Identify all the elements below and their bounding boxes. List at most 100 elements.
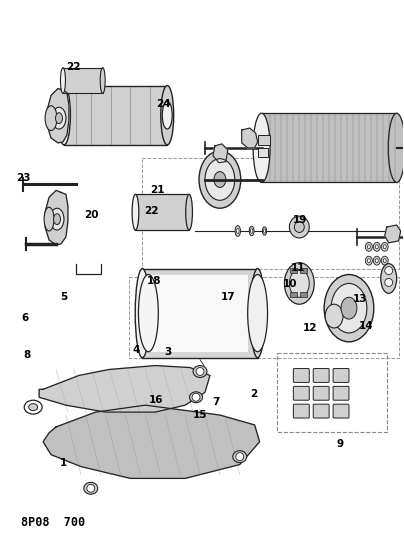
Text: 23: 23 [16, 173, 31, 183]
Bar [278, 353, 387, 432]
Ellipse shape [57, 85, 70, 145]
Ellipse shape [365, 243, 372, 251]
Bar [258, 135, 269, 145]
Bar [300, 269, 307, 273]
Ellipse shape [289, 270, 309, 297]
Bar [290, 293, 297, 297]
Ellipse shape [61, 68, 65, 93]
FancyBboxPatch shape [293, 404, 309, 418]
Ellipse shape [29, 403, 38, 410]
Text: 10: 10 [283, 279, 297, 288]
Ellipse shape [373, 243, 380, 251]
Ellipse shape [375, 245, 378, 249]
Text: 24: 24 [157, 99, 171, 109]
Text: 17: 17 [221, 292, 236, 302]
Ellipse shape [235, 225, 240, 236]
Text: 16: 16 [149, 394, 163, 405]
Text: 3: 3 [164, 347, 172, 357]
Text: 19: 19 [293, 215, 307, 225]
Ellipse shape [53, 214, 61, 224]
Ellipse shape [367, 259, 370, 263]
Ellipse shape [139, 274, 158, 352]
FancyBboxPatch shape [293, 386, 309, 400]
FancyBboxPatch shape [143, 269, 258, 358]
FancyBboxPatch shape [313, 386, 329, 400]
Ellipse shape [341, 297, 357, 319]
Ellipse shape [84, 482, 98, 494]
Ellipse shape [205, 159, 235, 200]
Text: 12: 12 [303, 324, 318, 334]
Text: 21: 21 [151, 185, 165, 195]
Text: 18: 18 [147, 276, 161, 286]
Ellipse shape [193, 366, 207, 377]
Polygon shape [43, 405, 260, 479]
Circle shape [192, 393, 200, 401]
Text: 22: 22 [66, 62, 81, 72]
Ellipse shape [289, 216, 309, 238]
Text: 2: 2 [250, 390, 258, 399]
Ellipse shape [236, 228, 239, 233]
Text: 20: 20 [84, 210, 99, 220]
Text: 1: 1 [60, 458, 67, 468]
Ellipse shape [100, 68, 105, 93]
Text: 6: 6 [22, 313, 29, 323]
Ellipse shape [186, 195, 192, 230]
Ellipse shape [263, 227, 267, 235]
Text: 8P08  700: 8P08 700 [21, 516, 86, 529]
Ellipse shape [214, 172, 226, 188]
Circle shape [385, 278, 393, 286]
Ellipse shape [365, 256, 372, 265]
Text: 11: 11 [291, 263, 305, 273]
Ellipse shape [24, 400, 42, 414]
Text: 22: 22 [145, 206, 159, 216]
FancyBboxPatch shape [333, 404, 349, 418]
Ellipse shape [373, 256, 380, 265]
Ellipse shape [55, 112, 63, 124]
FancyBboxPatch shape [261, 113, 397, 182]
FancyBboxPatch shape [313, 404, 329, 418]
Ellipse shape [381, 264, 397, 293]
Text: 15: 15 [193, 410, 207, 421]
Ellipse shape [45, 106, 57, 131]
FancyBboxPatch shape [333, 386, 349, 400]
Circle shape [385, 266, 393, 274]
Ellipse shape [383, 245, 386, 249]
Bar [258, 148, 267, 157]
Circle shape [236, 453, 244, 461]
Ellipse shape [367, 245, 370, 249]
Ellipse shape [388, 113, 404, 182]
Ellipse shape [52, 107, 66, 129]
Text: 14: 14 [359, 321, 374, 331]
Polygon shape [47, 88, 69, 143]
Ellipse shape [189, 392, 202, 403]
Ellipse shape [135, 269, 149, 358]
Text: 8: 8 [24, 350, 31, 360]
Ellipse shape [248, 274, 267, 352]
Ellipse shape [199, 151, 241, 208]
Ellipse shape [233, 451, 247, 463]
Bar [300, 293, 307, 297]
FancyBboxPatch shape [135, 195, 189, 230]
Ellipse shape [263, 229, 265, 233]
Polygon shape [39, 366, 210, 412]
Ellipse shape [375, 259, 378, 263]
Ellipse shape [331, 284, 367, 333]
Ellipse shape [44, 207, 54, 231]
FancyBboxPatch shape [313, 368, 329, 382]
Text: 9: 9 [337, 440, 344, 449]
Ellipse shape [295, 222, 304, 232]
Ellipse shape [161, 85, 174, 145]
Ellipse shape [324, 274, 374, 342]
Polygon shape [242, 128, 258, 148]
Ellipse shape [249, 226, 254, 236]
Circle shape [87, 484, 95, 492]
FancyBboxPatch shape [293, 368, 309, 382]
Bar [148, 274, 248, 352]
Bar [290, 269, 297, 273]
Circle shape [196, 368, 204, 375]
Polygon shape [45, 190, 68, 245]
Text: 5: 5 [60, 292, 67, 302]
Ellipse shape [50, 208, 64, 230]
Ellipse shape [253, 113, 270, 182]
Ellipse shape [250, 229, 253, 233]
